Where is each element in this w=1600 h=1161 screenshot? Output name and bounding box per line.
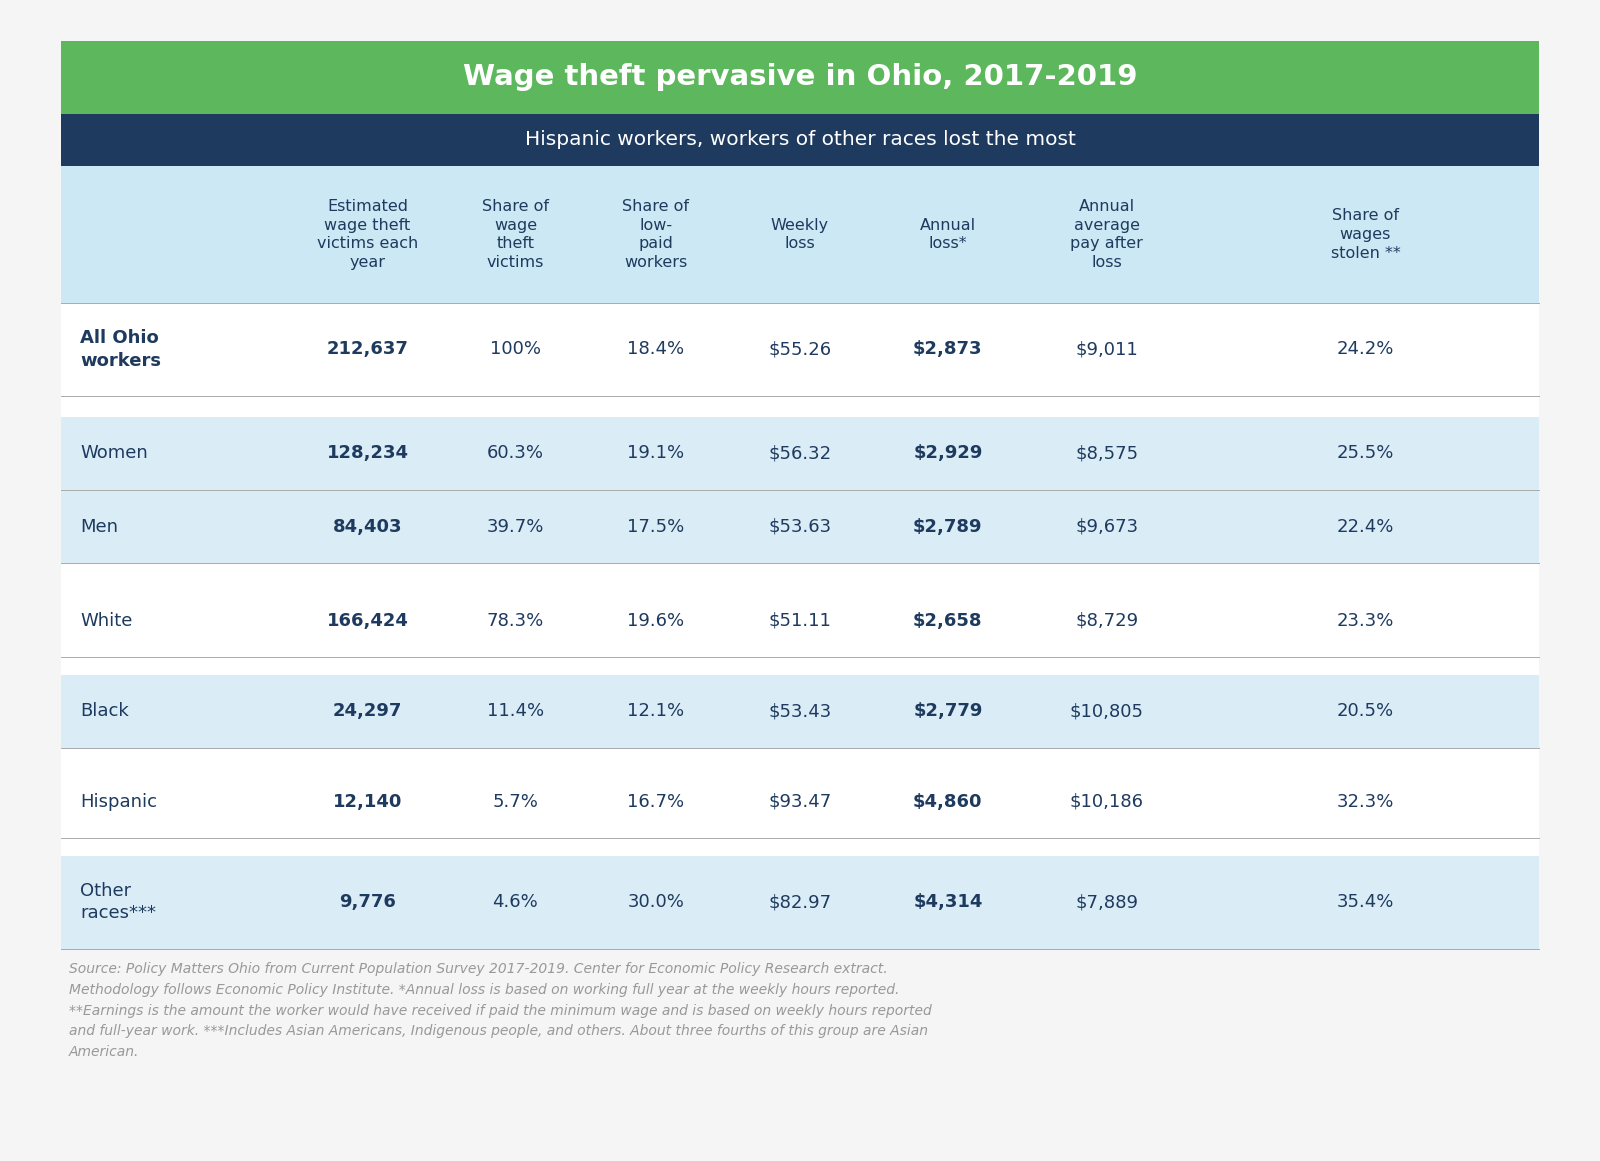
Text: 35.4%: 35.4% <box>1338 893 1394 911</box>
Text: 212,637: 212,637 <box>326 340 408 359</box>
Text: 24.2%: 24.2% <box>1338 340 1394 359</box>
Bar <box>61 417 1539 490</box>
Text: Share of
wages
stolen **: Share of wages stolen ** <box>1331 209 1400 260</box>
Text: Annual
average
pay after
loss: Annual average pay after loss <box>1070 200 1144 269</box>
Bar <box>61 748 1539 765</box>
Text: $2,873: $2,873 <box>914 340 982 359</box>
Text: $8,729: $8,729 <box>1075 612 1138 629</box>
Bar <box>61 657 1539 675</box>
Text: 11.4%: 11.4% <box>486 702 544 720</box>
Text: 5.7%: 5.7% <box>493 793 538 810</box>
Text: $55.26: $55.26 <box>768 340 832 359</box>
Text: 25.5%: 25.5% <box>1338 445 1394 462</box>
Text: $2,658: $2,658 <box>914 612 982 629</box>
Text: $53.63: $53.63 <box>768 518 832 535</box>
Text: 39.7%: 39.7% <box>486 518 544 535</box>
Text: $4,314: $4,314 <box>914 893 982 911</box>
Text: 16.7%: 16.7% <box>627 793 685 810</box>
Text: Hispanic: Hispanic <box>80 793 157 810</box>
Text: $51.11: $51.11 <box>768 612 832 629</box>
Text: $53.43: $53.43 <box>768 702 832 720</box>
Text: All Ohio
workers: All Ohio workers <box>80 330 162 369</box>
Text: 32.3%: 32.3% <box>1338 793 1394 810</box>
Text: $2,789: $2,789 <box>914 518 982 535</box>
Bar <box>61 856 1539 949</box>
Text: 128,234: 128,234 <box>326 445 408 462</box>
Text: 12,140: 12,140 <box>333 793 402 810</box>
Text: 84,403: 84,403 <box>333 518 402 535</box>
Text: 30.0%: 30.0% <box>627 893 685 911</box>
Text: Hispanic workers, workers of other races lost the most: Hispanic workers, workers of other races… <box>525 130 1075 150</box>
Text: $2,929: $2,929 <box>914 445 982 462</box>
Text: Women: Women <box>80 445 147 462</box>
Bar <box>61 490 1539 563</box>
Bar <box>61 563 1539 584</box>
Text: $7,889: $7,889 <box>1075 893 1138 911</box>
Text: 12.1%: 12.1% <box>627 702 685 720</box>
Text: Wage theft pervasive in Ohio, 2017-2019: Wage theft pervasive in Ohio, 2017-2019 <box>462 63 1138 92</box>
Bar <box>61 166 1539 303</box>
Text: $10,186: $10,186 <box>1070 793 1144 810</box>
Text: $10,805: $10,805 <box>1070 702 1144 720</box>
Bar <box>61 114 1539 166</box>
Text: Men: Men <box>80 518 118 535</box>
Text: Weekly
loss: Weekly loss <box>771 218 829 251</box>
Text: 18.4%: 18.4% <box>627 340 685 359</box>
Text: Black: Black <box>80 702 128 720</box>
Text: 19.6%: 19.6% <box>627 612 685 629</box>
Text: $9,673: $9,673 <box>1075 518 1138 535</box>
Bar <box>61 675 1539 748</box>
Text: $82.97: $82.97 <box>768 893 832 911</box>
Bar <box>61 396 1539 417</box>
Text: 17.5%: 17.5% <box>627 518 685 535</box>
Bar <box>61 41 1539 114</box>
Text: 4.6%: 4.6% <box>493 893 538 911</box>
Text: Source: Policy Matters Ohio from Current Population Survey 2017-2019. Center for: Source: Policy Matters Ohio from Current… <box>69 962 931 1059</box>
Text: $56.32: $56.32 <box>768 445 832 462</box>
Text: Share of
wage
theft
victims: Share of wage theft victims <box>482 200 549 269</box>
Text: Share of
low-
paid
workers: Share of low- paid workers <box>622 200 690 269</box>
Text: 9,776: 9,776 <box>339 893 397 911</box>
Text: 22.4%: 22.4% <box>1338 518 1394 535</box>
Text: 23.3%: 23.3% <box>1338 612 1394 629</box>
Bar <box>61 303 1539 396</box>
Text: 60.3%: 60.3% <box>486 445 544 462</box>
Text: 166,424: 166,424 <box>326 612 408 629</box>
Text: Estimated
wage theft
victims each
year: Estimated wage theft victims each year <box>317 200 418 269</box>
Text: $8,575: $8,575 <box>1075 445 1138 462</box>
Text: $9,011: $9,011 <box>1075 340 1138 359</box>
Text: $4,860: $4,860 <box>914 793 982 810</box>
Text: $2,779: $2,779 <box>914 702 982 720</box>
Text: Other
races***: Other races*** <box>80 882 157 922</box>
Text: 19.1%: 19.1% <box>627 445 685 462</box>
Text: 24,297: 24,297 <box>333 702 402 720</box>
Bar <box>61 838 1539 856</box>
Text: 100%: 100% <box>490 340 541 359</box>
Text: White: White <box>80 612 133 629</box>
Text: 20.5%: 20.5% <box>1338 702 1394 720</box>
Text: Annual
loss*: Annual loss* <box>920 218 976 251</box>
Text: 78.3%: 78.3% <box>486 612 544 629</box>
Bar <box>61 584 1539 657</box>
Text: $93.47: $93.47 <box>768 793 832 810</box>
Bar <box>61 765 1539 838</box>
